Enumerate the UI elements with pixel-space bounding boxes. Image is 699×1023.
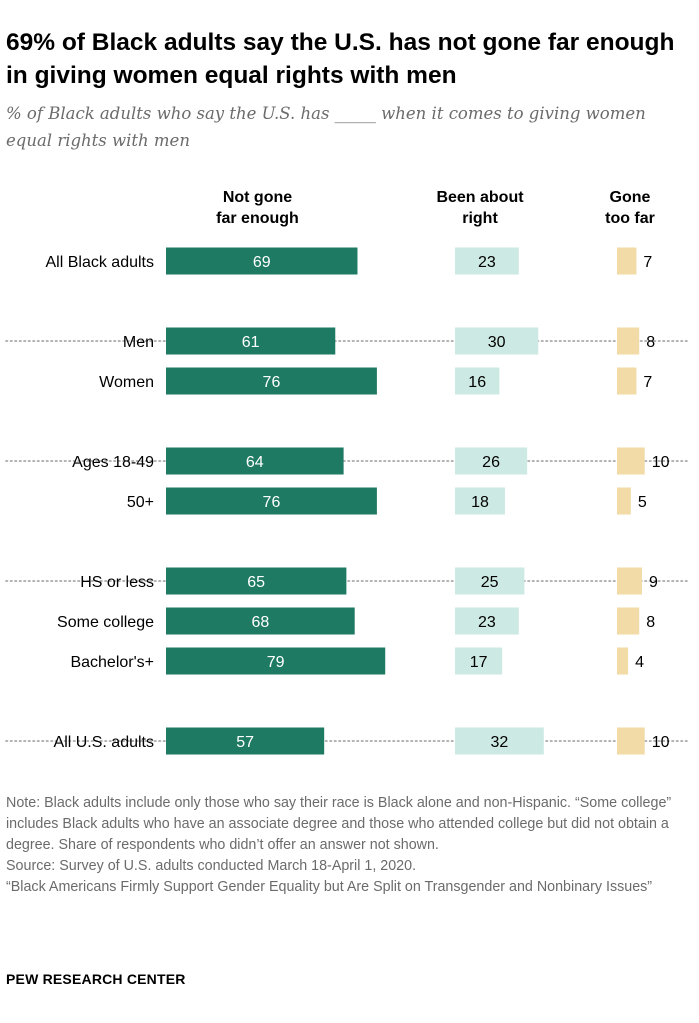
category-label-50: 50+ [127,494,154,511]
value-label-been-about-right-women: 16 [468,374,486,391]
bar-not-gone-far-enough-bachelor-s [166,647,386,675]
value-label-not-gone-far-enough-all-black-adults: 69 [253,254,271,271]
value-label-been-about-right-all-u-s-adults: 32 [491,734,509,751]
value-label-not-gone-far-enough-ages-18-49: 64 [246,454,264,471]
column-header-not-gone-far-enough: Not gone far enough [190,187,325,229]
value-label-not-gone-far-enough-some-college: 68 [251,614,269,631]
value-label-gone-too-far-all-u-s-adults: 10 [652,734,670,751]
value-label-not-gone-far-enough-women: 76 [263,374,281,391]
bar-gone-too-far-men [617,327,640,355]
source-text: Source: Survey of U.S. adults conducted … [6,858,417,874]
value-label-not-gone-far-enough-men: 61 [242,334,260,351]
chart-subtitle: % of Black adults who say the U.S. has _… [6,104,646,150]
category-label-some-college: Some college [57,614,154,631]
category-label-ages-18-49: Ages 18-49 [72,454,154,471]
chart-title: 69% of Black adults say the U.S. has not… [6,29,675,89]
bar-gone-too-far-women [617,367,637,395]
bar-not-gone-far-enough-men [166,327,336,355]
column-header-line: Gone [609,189,651,206]
column-header-line: right [462,210,498,227]
bar-not-gone-far-enough-hs-or-less [166,567,347,595]
category-label-all-black-adults: All Black adults [46,254,155,271]
column-header-gone-too-far: Gone too far [585,187,675,229]
value-label-been-about-right-50: 18 [471,494,489,511]
column-header-line: too far [605,210,655,227]
column-header-line: Not gone [222,189,293,206]
bar-not-gone-far-enough-all-black-adults [166,247,358,275]
bar-been-about-right-women [455,367,500,395]
category-label-bachelor-s: Bachelor's+ [70,654,154,671]
bar-gone-too-far-some-college [617,607,640,635]
bar-gone-too-far-all-black-adults [617,247,637,275]
category-label-men: Men [123,334,154,351]
column-header-line: far enough [216,210,299,227]
value-label-gone-too-far-50: 5 [638,494,647,511]
category-label-women: Women [99,374,154,391]
category-label-all-u-s-adults: All U.S. adults [54,734,154,751]
bar-gone-too-far-50 [617,487,631,515]
bar-gone-too-far-ages-18-49 [617,447,645,475]
value-label-gone-too-far-hs-or-less: 9 [649,574,658,591]
category-label-hs-or-less: HS or less [80,574,154,591]
bar-been-about-right-hs-or-less [455,567,525,595]
bar-gone-too-far-hs-or-less [617,567,642,595]
bar-been-about-right-all-u-s-adults [455,727,544,755]
column-header-line: Been about [436,189,524,206]
value-label-gone-too-far-all-black-adults: 7 [643,254,652,271]
value-label-not-gone-far-enough-hs-or-less: 65 [247,574,265,591]
value-label-been-about-right-some-college: 23 [478,614,496,631]
value-label-been-about-right-hs-or-less: 25 [481,574,499,591]
value-label-not-gone-far-enough-bachelor-s: 79 [267,654,285,671]
value-label-not-gone-far-enough-50: 76 [263,494,281,511]
bar-not-gone-far-enough-women [166,367,377,395]
value-label-been-about-right-ages-18-49: 26 [482,454,500,471]
value-label-gone-too-far-women: 7 [643,374,652,391]
note-text: Note: Black adults include only those wh… [6,795,672,853]
bar-been-about-right-bachelor-s [455,647,503,675]
bar-not-gone-far-enough-some-college [166,607,355,635]
column-header-been-about-right: Been about right [415,187,545,229]
bar-not-gone-far-enough-ages-18-49 [166,447,344,475]
value-label-gone-too-far-some-college: 8 [646,614,655,631]
bar-not-gone-far-enough-50 [166,487,377,515]
value-label-been-about-right-bachelor-s: 17 [470,654,488,671]
pew-research-center-logo-text: PEW RESEARCH CENTER [6,971,186,987]
value-label-not-gone-far-enough-all-u-s-adults: 57 [236,734,254,751]
report-title-text: “Black Americans Firmly Support Gender E… [6,879,653,895]
bar-gone-too-far-bachelor-s [617,647,629,675]
bar-not-gone-far-enough-all-u-s-adults [166,727,325,755]
bar-been-about-right-men [455,327,539,355]
value-label-gone-too-far-ages-18-49: 10 [652,454,670,471]
value-label-gone-too-far-men: 8 [646,334,655,351]
bar-been-about-right-some-college [455,607,519,635]
bar-been-about-right-50 [455,487,505,515]
value-label-gone-too-far-bachelor-s: 4 [635,654,644,671]
bar-been-about-right-all-black-adults [455,247,519,275]
value-label-been-about-right-all-black-adults: 23 [478,254,496,271]
value-label-been-about-right-men: 30 [488,334,506,351]
bar-been-about-right-ages-18-49 [455,447,528,475]
chart-notes: Note: Black adults include only those wh… [6,793,696,898]
bar-gone-too-far-all-u-s-adults [617,727,645,755]
